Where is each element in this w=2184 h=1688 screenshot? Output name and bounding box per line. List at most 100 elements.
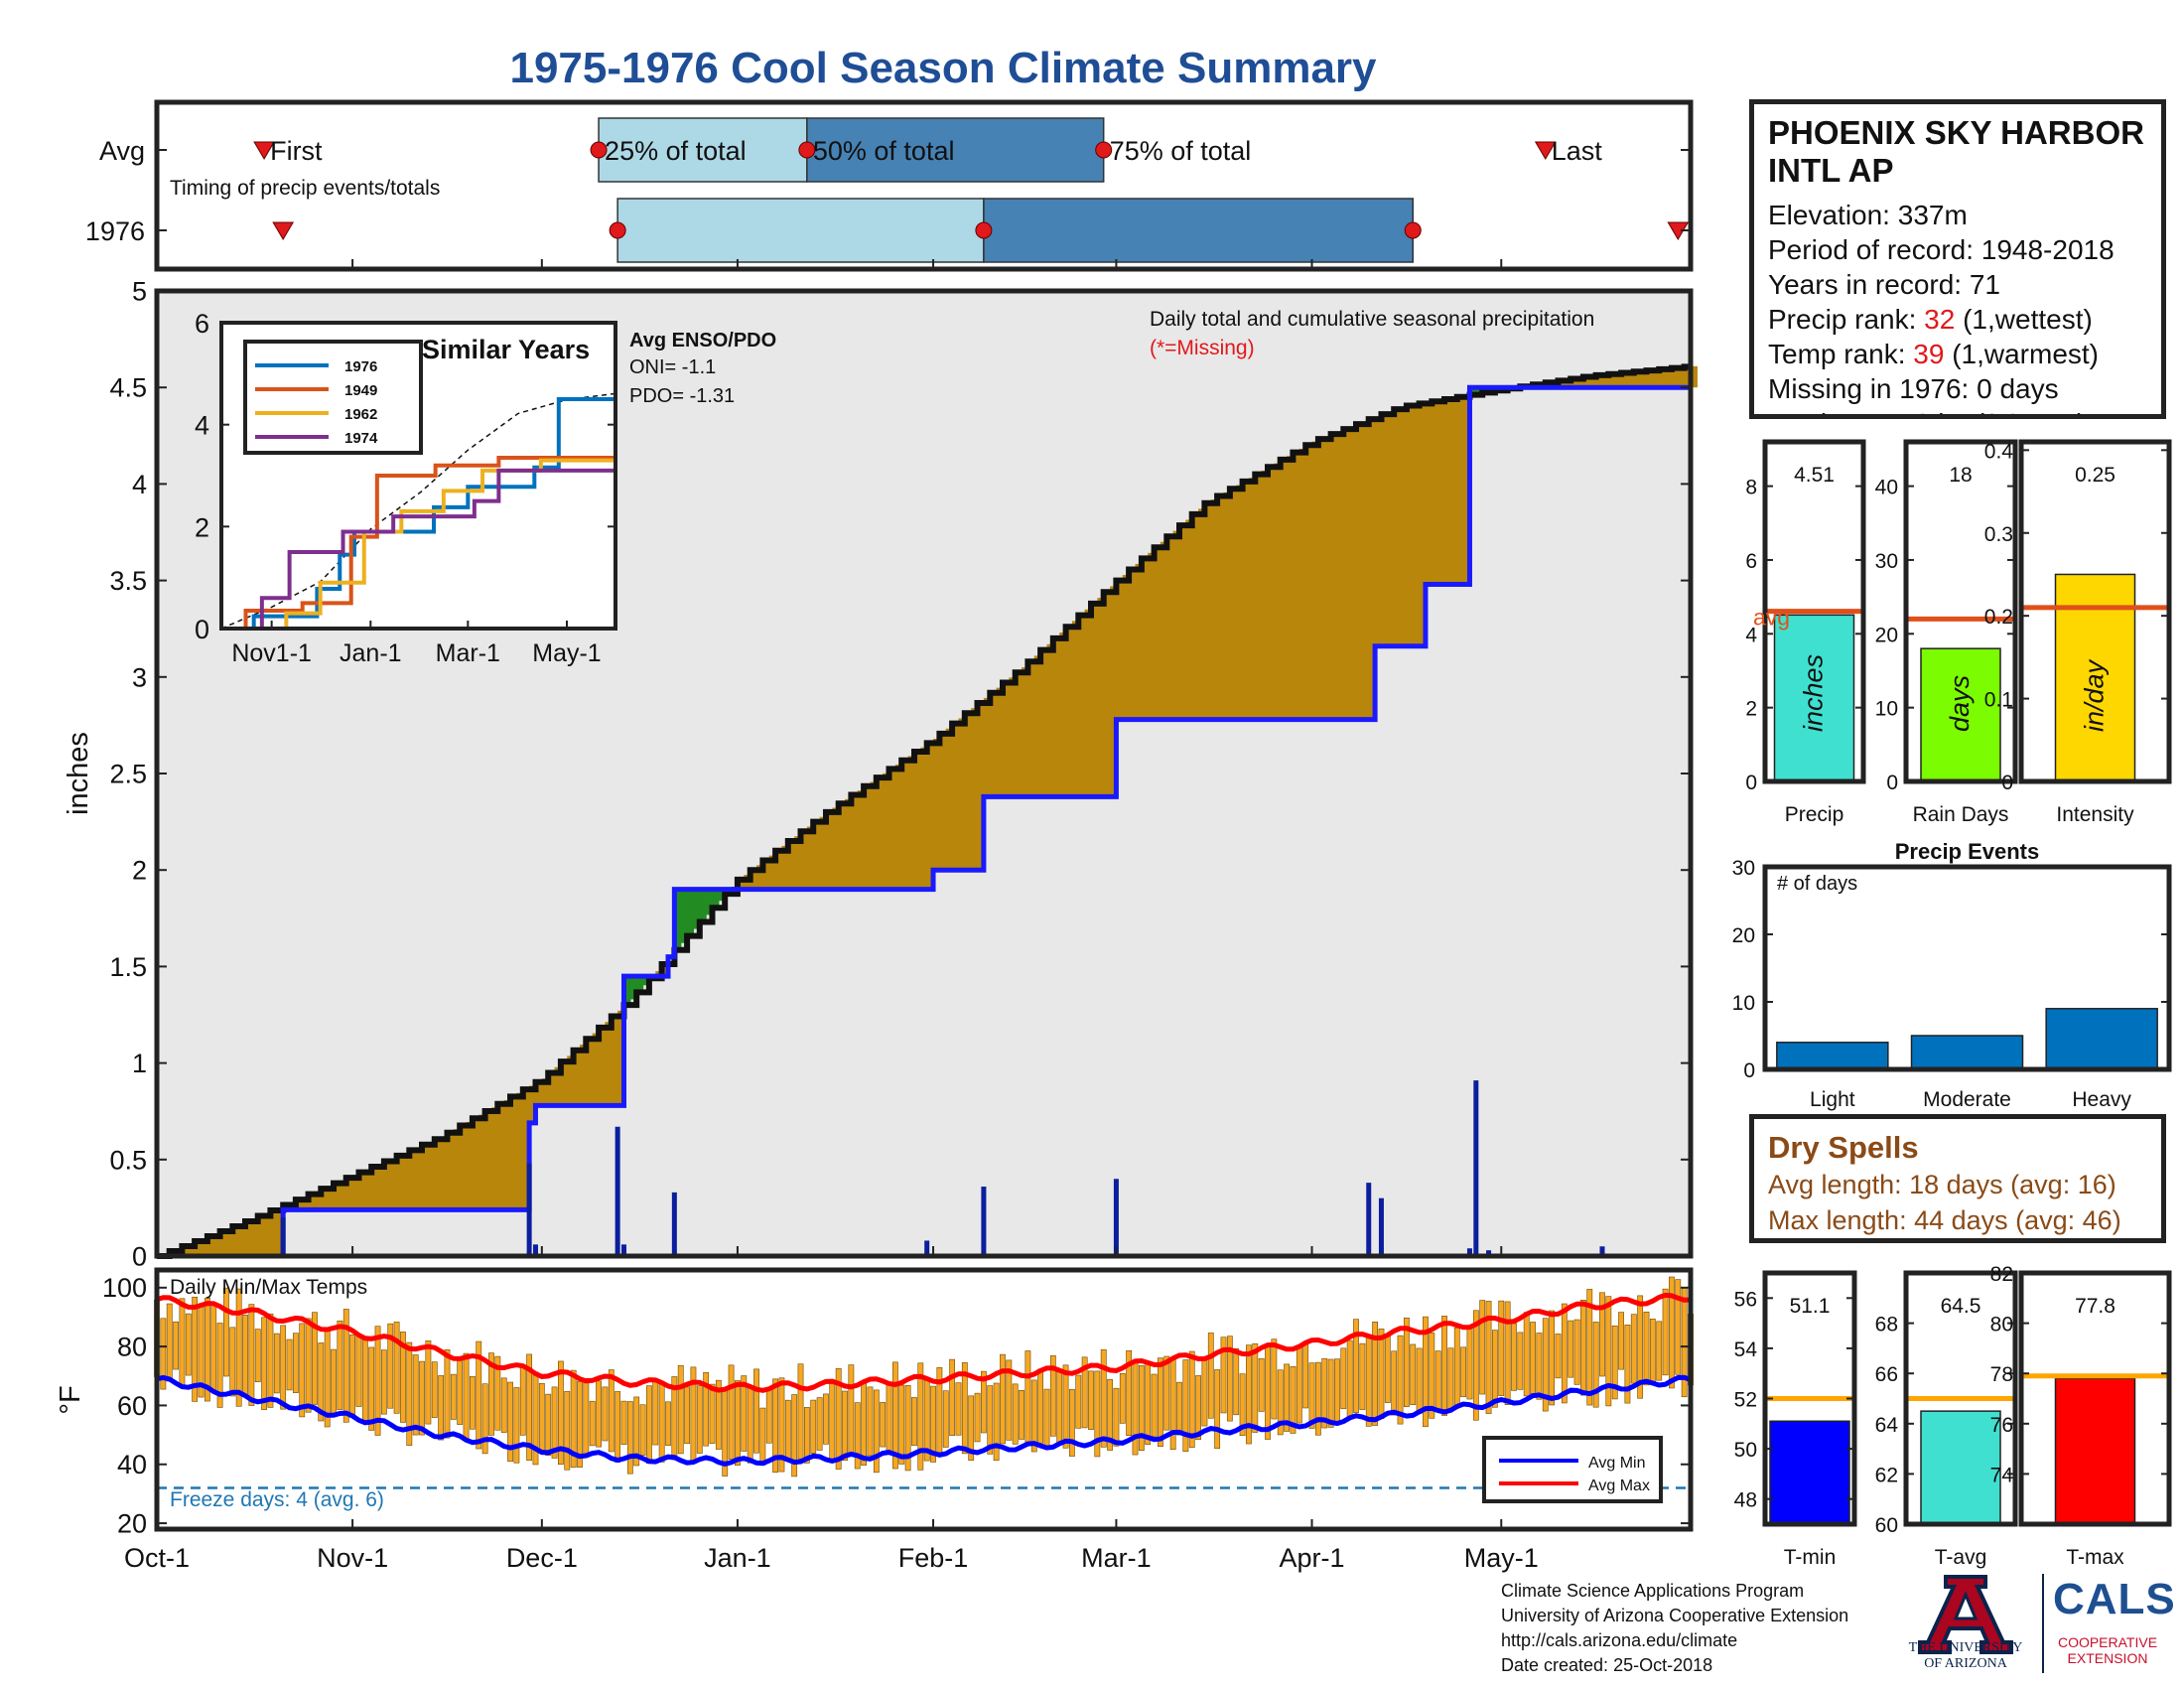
precip-y-tick-label: 1.5 — [109, 952, 147, 982]
surplus-deficit-fill — [560, 1061, 568, 1106]
surplus-deficit-fill — [1287, 456, 1295, 720]
daily-temp-bar — [1365, 1336, 1372, 1427]
daily-temp-bar — [1126, 1349, 1133, 1436]
ua-line2: OF ARIZONA — [1924, 1656, 2007, 1671]
surplus-deficit-fill — [1375, 416, 1383, 646]
daily-temp-bar — [1088, 1370, 1094, 1430]
daily-temp-bar — [1284, 1363, 1290, 1432]
surplus-deficit-fill — [876, 777, 884, 890]
daily-temp-bar — [873, 1389, 880, 1474]
surplus-deficit-fill — [1293, 452, 1300, 720]
daily-temp-bar — [1195, 1375, 1201, 1440]
daily-temp-bar — [1158, 1357, 1163, 1448]
surplus-deficit-fill — [611, 1016, 618, 1106]
inset-y-tick-label: 0 — [195, 615, 209, 644]
daily-temp-bar — [703, 1371, 710, 1447]
daily-temp-bar — [904, 1385, 911, 1472]
daily-temp-bar — [1239, 1373, 1246, 1437]
surplus-deficit-fill — [1002, 682, 1010, 797]
precip-y-tick-label: 1 — [132, 1049, 147, 1078]
surplus-deficit-fill — [939, 733, 947, 871]
surplus-deficit-fill — [1444, 398, 1451, 585]
surplus-deficit-fill — [1084, 609, 1092, 797]
temp-y-tick-label: 20 — [117, 1509, 147, 1539]
precip-events-title: Precip Events — [1895, 839, 2040, 864]
daily-temp-bar — [1586, 1289, 1593, 1406]
event-bar-moderate — [1910, 1035, 2024, 1070]
precip-events-frame — [1762, 864, 2172, 1072]
surplus-deficit-fill — [434, 1139, 442, 1210]
daily-temp-bar — [596, 1380, 602, 1448]
precip-y-tick-label: 3 — [132, 662, 147, 692]
inset-y-tick-label: 4 — [195, 411, 209, 441]
cals-line2: EXTENSION — [2067, 1650, 2148, 1666]
daily-temp-bar — [185, 1313, 192, 1376]
daily-temp-bar — [349, 1334, 355, 1418]
timing-marker-last — [1534, 141, 1557, 160]
daily-temp-bar — [759, 1407, 766, 1466]
daily-temp-bar — [450, 1373, 457, 1420]
inset-x-tick-label: Jan-1 — [340, 639, 402, 667]
category-label-tmin: T-min — [1784, 1546, 1837, 1569]
timing-marker-p50 — [975, 221, 993, 239]
daily-temp-bar — [1372, 1322, 1378, 1426]
daily-temp-bar — [1555, 1334, 1562, 1379]
legend-label-avg-max: Avg Max — [1588, 1477, 1650, 1494]
surplus-deficit-fill — [1633, 371, 1641, 388]
credits-line3[interactable]: http://cals.arizona.edu/climate — [1501, 1630, 1738, 1650]
daily-temp-bar — [741, 1375, 748, 1452]
daily-precip-bar — [671, 1192, 677, 1256]
daily-temp-bar — [387, 1323, 394, 1409]
daily-temp-bar — [1549, 1310, 1556, 1406]
surplus-deficit-fill — [605, 1022, 613, 1106]
surplus-deficit-fill — [781, 845, 789, 890]
surplus-deficit-fill — [554, 1066, 562, 1106]
bar-text-precip_total: inches — [1799, 654, 1829, 732]
legend-label-1962: 1962 — [344, 406, 377, 423]
surplus-deficit-fill — [1154, 547, 1161, 720]
inset-title: Similar Years — [422, 335, 590, 364]
daily-temp-bar — [1334, 1358, 1340, 1425]
daily-temp-bar — [1308, 1362, 1315, 1429]
surplus-deficit-fill — [845, 798, 852, 890]
surplus-deficit-fill — [1185, 519, 1193, 720]
surplus-deficit-fill — [1261, 470, 1269, 720]
surplus-deficit-fill — [1349, 426, 1357, 720]
logo-divider — [2042, 1574, 2044, 1673]
surplus-deficit-fill — [409, 1150, 417, 1210]
station-name: PHOENIX SKY HARBOR INTL AP — [1768, 114, 2147, 190]
surplus-deficit-fill — [1059, 633, 1067, 797]
station-snow: Total snow: 0 in. (0 %avg) — [1768, 406, 2147, 414]
surplus-deficit-fill — [920, 747, 928, 890]
daily-temp-bar — [380, 1349, 387, 1415]
surplus-deficit-fill — [1204, 502, 1212, 720]
surplus-deficit-fill — [308, 1194, 316, 1210]
daily-temp-bar — [1605, 1296, 1612, 1407]
timing-marker-p50 — [798, 141, 816, 159]
surplus-deficit-fill — [1432, 401, 1439, 585]
daily-temp-bar — [1271, 1338, 1278, 1420]
surplus-deficit-fill — [894, 765, 902, 890]
inset-series-1974 — [221, 468, 615, 631]
timing-title: Timing of precip events/totals — [170, 177, 440, 200]
frame-tavg — [1903, 1270, 2018, 1527]
daily-precip-bar — [1473, 1080, 1479, 1256]
surplus-deficit-fill — [674, 889, 682, 950]
surplus-deficit-fill — [926, 743, 934, 890]
daily-temp-bar — [431, 1361, 438, 1418]
surplus-deficit-fill — [1298, 448, 1306, 720]
daily-temp-bar — [1188, 1350, 1195, 1448]
daily-temp-bar — [1580, 1300, 1586, 1396]
daily-temp-bar — [784, 1399, 791, 1460]
daily-temp-bar — [1207, 1333, 1214, 1419]
surplus-deficit-fill — [302, 1196, 310, 1210]
precip-rank-note: (1,wettest) — [1955, 304, 2093, 335]
precip-y-axis-label: inches — [63, 732, 94, 815]
surplus-deficit-fill — [1406, 405, 1414, 646]
daily-temp-bar — [412, 1354, 419, 1436]
daily-temp-bar — [1662, 1288, 1669, 1376]
surplus-deficit-fill — [787, 841, 795, 890]
surplus-deficit-fill — [257, 1215, 265, 1256]
surplus-deficit-fill — [1236, 485, 1244, 720]
daily-temp-bar — [1214, 1369, 1221, 1450]
